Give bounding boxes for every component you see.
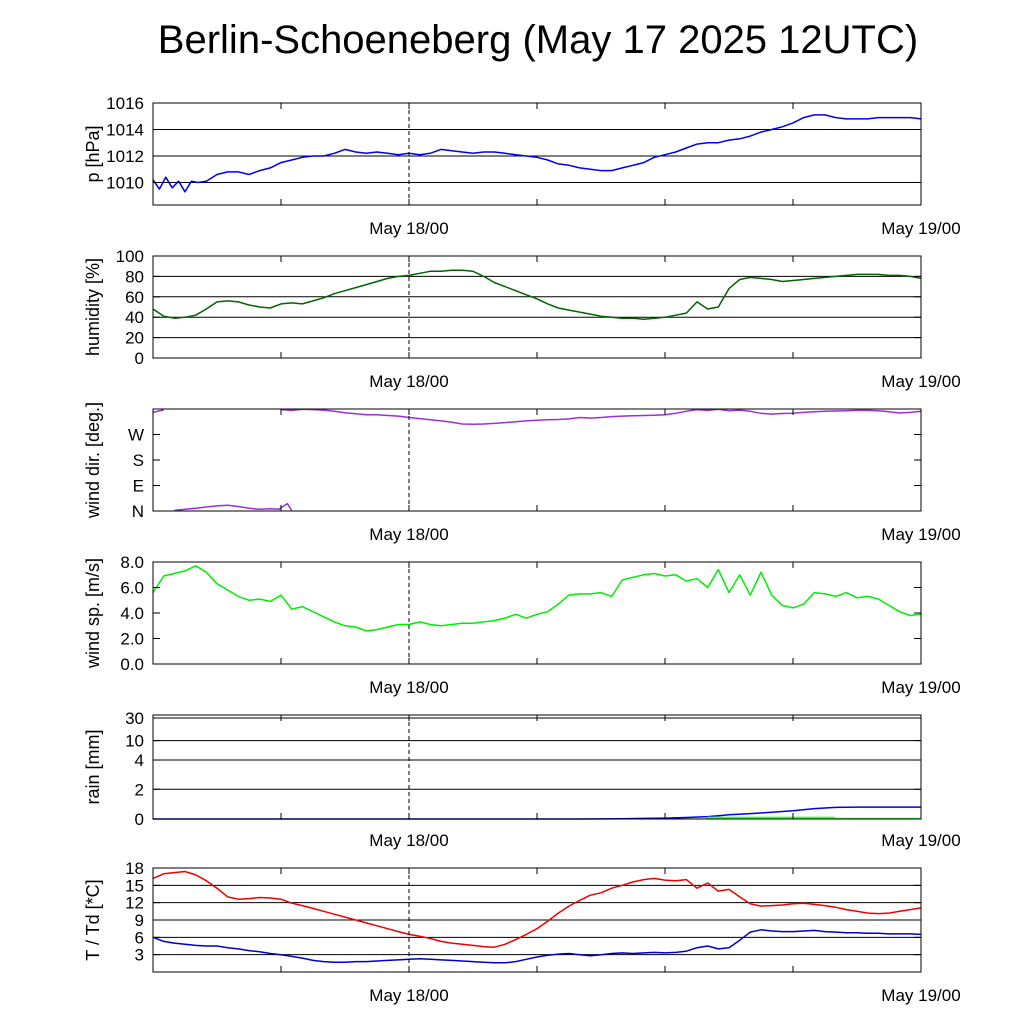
plot-frame <box>152 408 922 512</box>
plot-frame <box>152 561 922 665</box>
y-tick-label: 100 <box>116 247 144 266</box>
y-axis-label: T / Td [*C] <box>83 879 103 960</box>
pressure-series-pressure-0 <box>152 114 922 193</box>
x-tick-label: May 19/00 <box>881 372 960 391</box>
y-tick-label: 4 <box>135 751 144 770</box>
y-axis-label: rain [mm] <box>83 729 103 804</box>
y-tick-label: E <box>133 477 144 496</box>
x-tick-label: May 19/00 <box>881 986 960 1005</box>
temperature-series-dewpoint-1 <box>152 929 922 964</box>
y-tick-label: 2.0 <box>120 630 144 649</box>
y-axis-label: wind sp. [m/s] <box>83 558 103 669</box>
y-tick-label: 6 <box>135 928 144 947</box>
x-tick-label: May 18/00 <box>369 372 448 391</box>
x-tick-label: May 19/00 <box>881 678 960 697</box>
y-tick-label: 18 <box>125 859 144 878</box>
y-tick-label: 8.0 <box>120 553 144 572</box>
x-tick-label: May 18/00 <box>369 678 448 697</box>
y-axis-label: p [hPa] <box>83 125 103 182</box>
x-tick-label: May 19/00 <box>881 831 960 850</box>
y-tick-label: 6.0 <box>120 579 144 598</box>
x-tick-label: May 19/00 <box>881 525 960 544</box>
y-tick-label: 9 <box>135 911 144 930</box>
plot-frame <box>152 714 922 820</box>
wind_dir-series-wind_dir-0 <box>152 408 922 426</box>
x-tick-label: May 18/00 <box>369 986 448 1005</box>
temperature-series-temperature-0 <box>152 870 922 948</box>
rain-hourly-area <box>686 816 921 819</box>
y-axis-label: wind dir. [deg.] <box>83 402 103 519</box>
y-tick-label: 40 <box>125 308 144 327</box>
x-tick-label: May 18/00 <box>369 525 448 544</box>
y-tick-label: 1016 <box>106 94 144 113</box>
y-tick-label: 0.0 <box>120 655 144 674</box>
plot-frame <box>152 255 922 359</box>
plot-frame <box>152 102 922 206</box>
y-tick-label: W <box>128 426 144 445</box>
wind_dir-series-wind_dir-1 <box>174 502 293 512</box>
x-tick-label: May 18/00 <box>369 831 448 850</box>
y-tick-label: 15 <box>125 876 144 895</box>
y-tick-label: 12 <box>125 894 144 913</box>
rain-series-rain_total-0 <box>153 806 921 820</box>
wind_speed-series-wind_speed-0 <box>152 565 922 632</box>
x-tick-label: May 18/00 <box>369 219 448 238</box>
y-tick-label: 0 <box>135 810 144 829</box>
x-tick-label: May 19/00 <box>881 219 960 238</box>
y-tick-label: 3 <box>135 946 144 965</box>
humidity-series-humidity-0 <box>152 269 922 320</box>
y-tick-label: 30 <box>125 709 144 728</box>
y-axis-label: humidity [%] <box>83 258 103 356</box>
y-tick-label: S <box>133 451 144 470</box>
y-tick-label: 2 <box>135 780 144 799</box>
y-tick-label: 10 <box>125 732 144 751</box>
y-tick-label: 1014 <box>106 120 144 139</box>
y-tick-label: 4.0 <box>120 604 144 623</box>
y-tick-label: 1010 <box>106 173 144 192</box>
page-title: Berlin-Schoeneberg (May 17 2025 12UTC) <box>157 18 919 62</box>
y-tick-label: 80 <box>125 267 144 286</box>
y-tick-label: 1012 <box>106 147 144 166</box>
y-tick-label: 20 <box>125 329 144 348</box>
y-tick-label: 0 <box>135 349 144 368</box>
y-tick-label: N <box>132 502 144 521</box>
y-tick-label: 60 <box>125 288 144 307</box>
